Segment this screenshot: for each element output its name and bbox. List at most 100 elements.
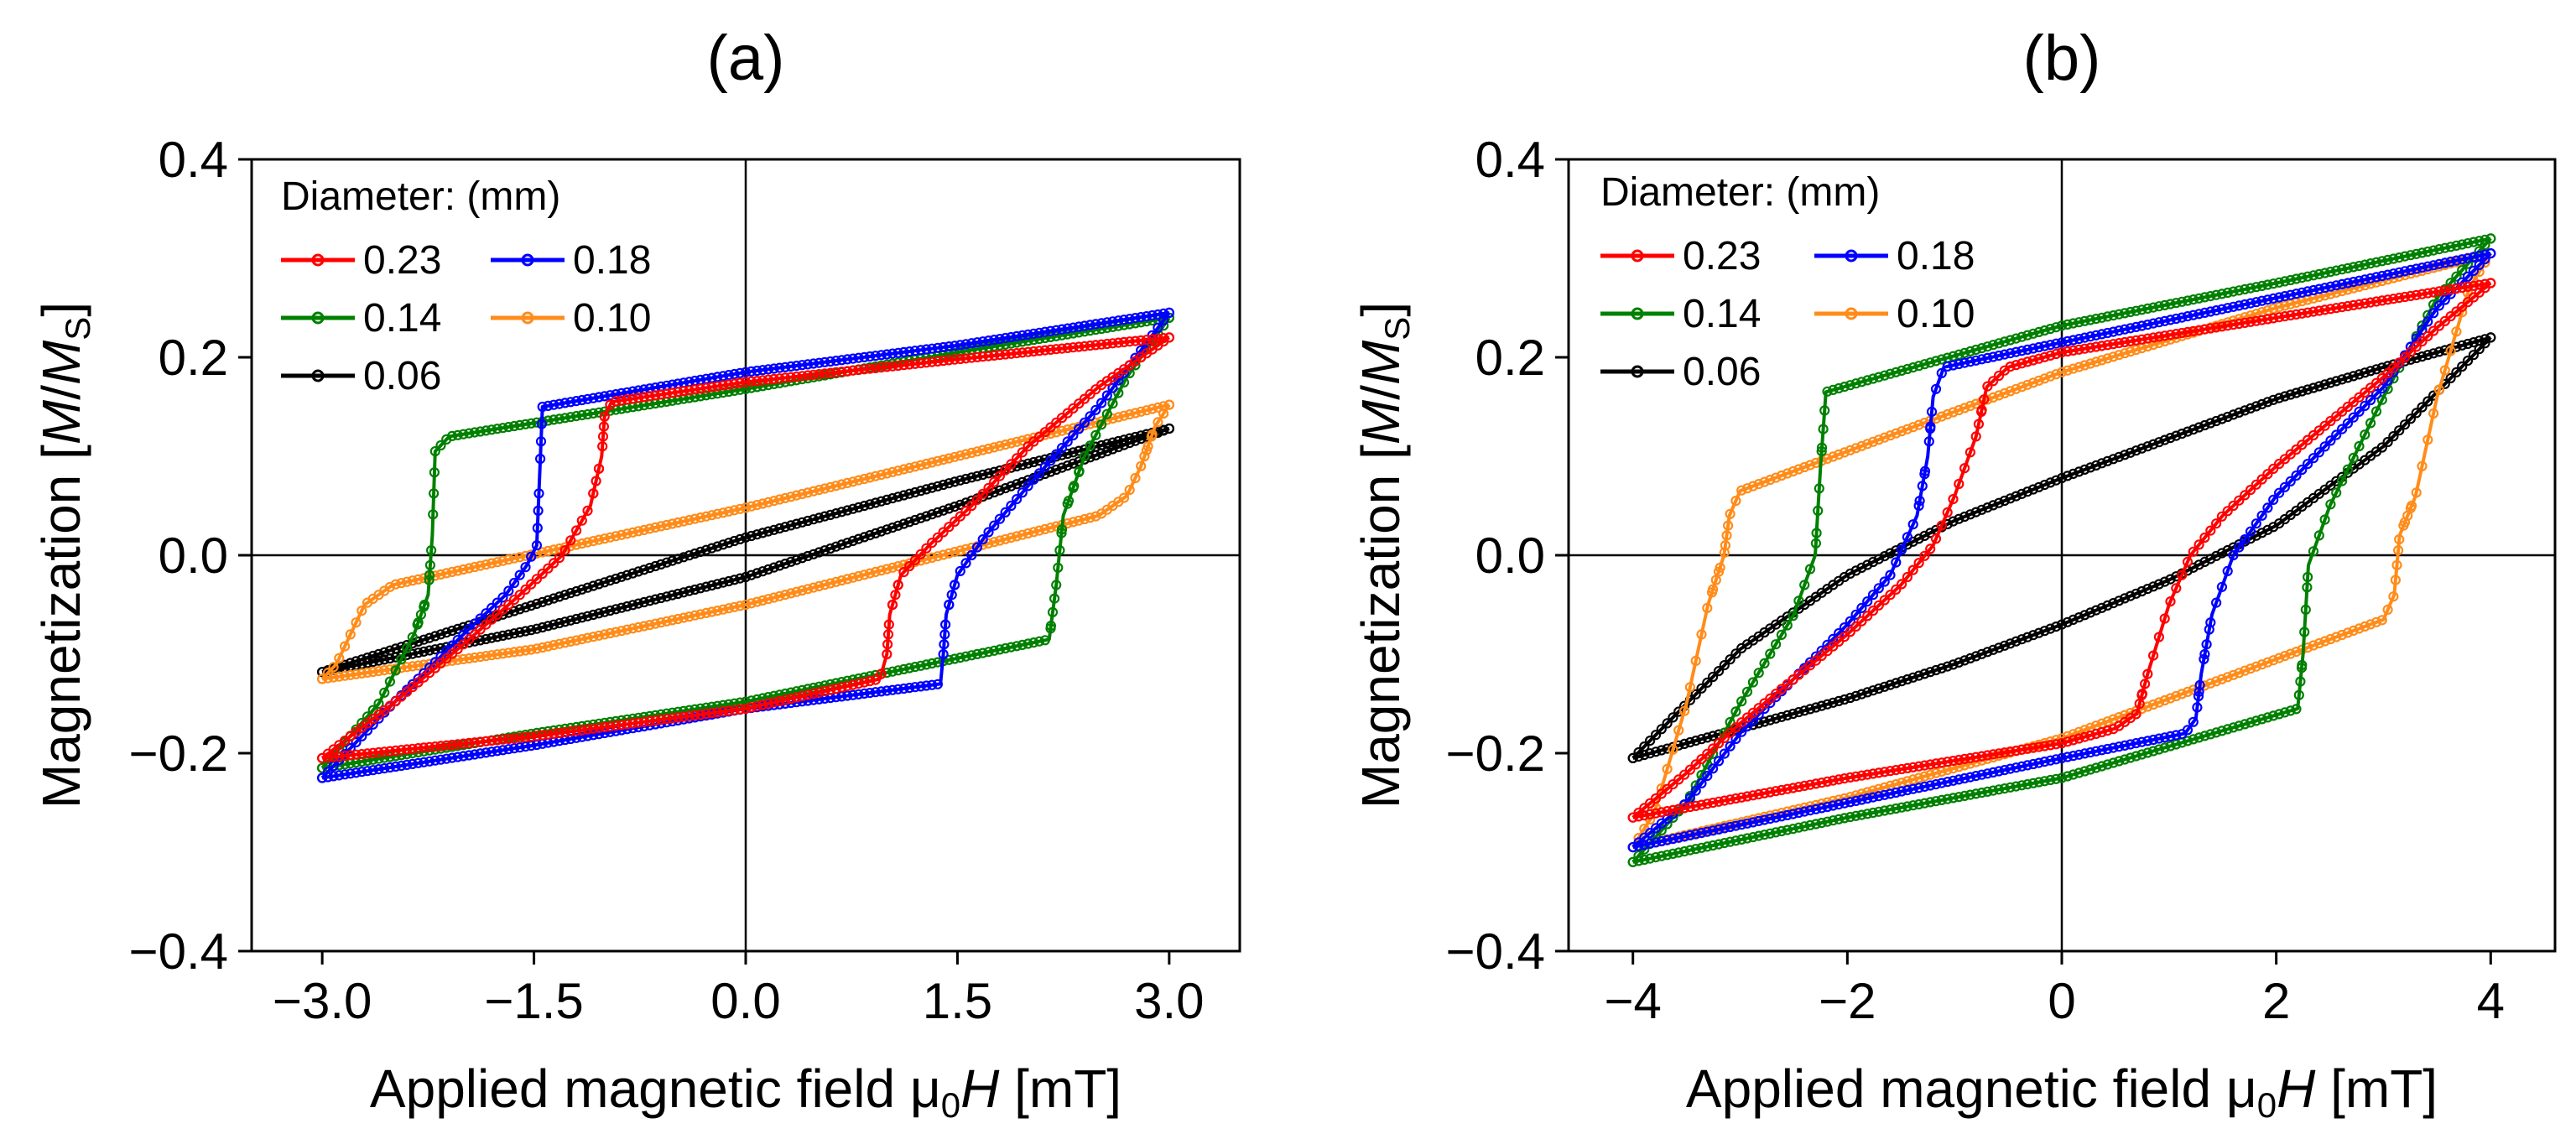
data-point [1885,430,1896,441]
data-point [960,558,971,569]
data-point [1897,763,1907,775]
data-point [2337,286,2348,297]
data-point [2234,285,2245,296]
data-point [994,440,1006,451]
data-point [921,458,932,470]
data-point [1113,337,1124,348]
data-point [1074,424,1085,434]
data-point [1850,690,1861,701]
data-point [2382,254,2393,265]
data-point [2325,499,2336,510]
data-point [1633,811,1644,822]
data-point [2342,263,2353,273]
data-point [492,746,502,757]
data-point [565,412,576,423]
data-point [2074,317,2084,328]
data-point [2165,741,2176,752]
data-point [1867,373,1879,384]
data-point [2370,389,2382,400]
data-point [2022,760,2033,771]
data-point [1988,749,1999,760]
data-point [373,753,384,764]
data-point [475,560,486,571]
data-point [632,598,644,609]
data-point [2342,464,2353,475]
data-point [1736,792,1747,803]
data-point [2039,479,2050,491]
data-point [2274,277,2285,288]
data-point [1006,459,1017,470]
data-point [2051,773,2062,784]
data-point [2222,411,2233,423]
data-point [2005,493,2016,504]
data-point [452,565,463,576]
data-point [938,549,949,560]
data-point [591,476,601,486]
data-point [712,541,723,552]
legend-item: 0.14 [281,296,441,341]
data-point [503,585,514,596]
data-point [384,746,395,757]
data-point [2256,295,2267,306]
data-point [351,668,362,679]
data-point [1017,330,1028,341]
data-point [2056,752,2068,764]
data-point [2074,611,2084,623]
legend-marker [311,253,325,267]
data-point [390,665,401,676]
data-point [859,351,870,362]
data-point [2234,720,2245,731]
data-point [955,652,965,663]
data-point [1930,664,1942,676]
data-point [1879,576,1890,587]
data-point [2108,724,2119,735]
data-point [757,498,768,509]
data-point [616,720,627,731]
data-point [2268,710,2279,721]
data-point [2056,772,2068,783]
data-point [2102,759,2113,770]
data-point [882,648,892,660]
data-point [2165,432,2176,444]
data-point [2228,320,2239,330]
data-point [2096,458,2107,469]
data-point [2171,313,2182,325]
data-point [1845,692,1855,704]
legend-item: 0.18 [491,238,651,283]
data-point [1023,638,1033,649]
data-point [892,465,903,476]
data-point [830,356,841,367]
panel-label-b: (b) [2023,23,2101,94]
data-point [2331,487,2342,498]
data-point [503,629,514,640]
data-point [695,512,706,523]
panel-b: (b) −4 −2 0 2 4−0.4−0.20.00.20.4 Applied mag… [1350,23,2557,1125]
data-point [554,617,565,629]
data-point [1690,759,1701,770]
data-point [729,705,740,715]
data-point [1702,798,1713,809]
data-point [2388,294,2399,304]
data-point [362,658,373,668]
data-point [700,581,712,592]
data-point [2159,613,2170,624]
data-point [2428,408,2439,419]
data-point [757,365,768,376]
data-point [2331,303,2342,314]
data-point [1856,794,1867,805]
data-point [2337,374,2348,385]
data-point [2251,282,2261,293]
data-point [2085,764,2096,775]
data-point [559,616,570,627]
data-point [2411,408,2422,419]
data-point [1017,347,1028,358]
data-point [2045,755,2056,766]
data-point [2062,335,2073,346]
data-point [949,501,960,512]
data-point [508,420,520,432]
data-point [1068,447,1079,458]
data-point [2142,668,2153,679]
data-point [1101,338,1112,350]
data-point [1839,694,1850,705]
data-point [2051,338,2062,349]
